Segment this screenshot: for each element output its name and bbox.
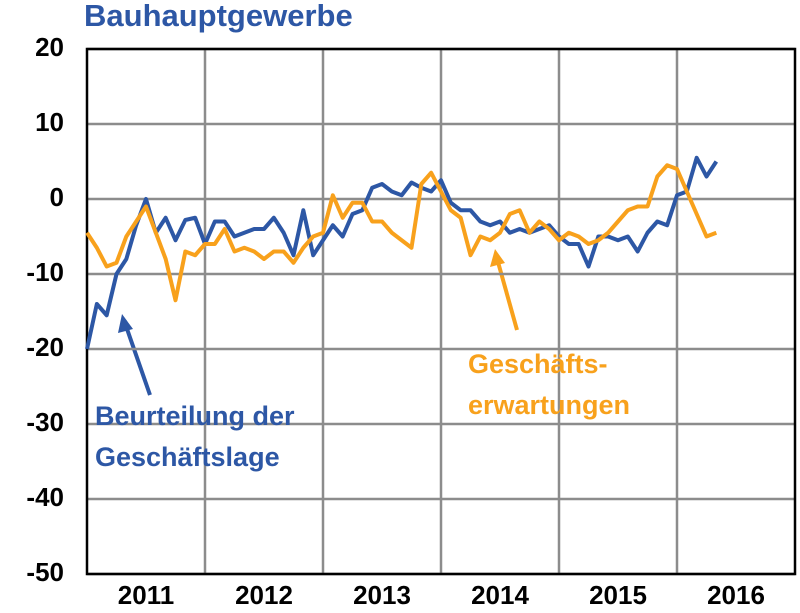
- series-label: erwartungen: [468, 390, 630, 420]
- series-label: Geschäftslage: [95, 442, 280, 472]
- x-tick-label: 2015: [589, 580, 647, 610]
- y-tick-label: -20: [26, 332, 64, 362]
- y-tick-label: 10: [35, 107, 64, 137]
- x-tick-label: 2011: [118, 580, 174, 610]
- y-tick-label: -50: [26, 557, 64, 587]
- arrow: [496, 261, 519, 331]
- series-label: Beurteilung der: [95, 401, 295, 431]
- arrow-head: [118, 314, 133, 333]
- x-tick-label: 2012: [235, 580, 293, 610]
- plot-frame: [85, 47, 797, 576]
- series-line: [85, 163, 718, 303]
- y-tick-label: 20: [35, 32, 64, 62]
- chart-title: Bauhauptgewerbe: [84, 0, 353, 33]
- x-tick-label: 2013: [353, 580, 411, 610]
- x-tick-label: 2016: [707, 580, 765, 610]
- y-tick-label: -30: [26, 407, 64, 437]
- arrow: [124, 325, 152, 396]
- y-tick-label: -40: [26, 482, 64, 512]
- x-tick-label: 2014: [471, 580, 529, 610]
- series-label: Geschäfts-: [468, 349, 608, 379]
- arrow-head: [490, 249, 505, 267]
- series-line: [85, 155, 719, 350]
- y-tick-label: 0: [50, 182, 64, 212]
- y-tick-label: -10: [26, 257, 64, 287]
